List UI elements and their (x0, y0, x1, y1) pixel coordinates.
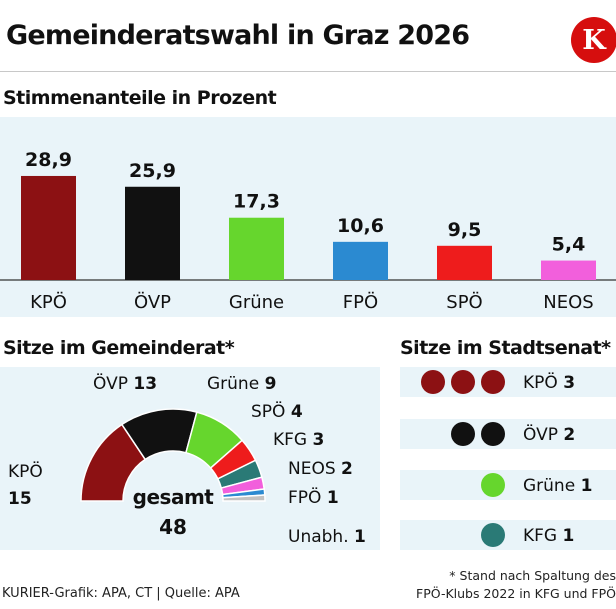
svg-text:NEOS 2: NEOS 2 (288, 459, 353, 479)
bar-chart: 28,9 KPÖ 25,9 ÖVP 17,3 Grüne 10,6 FPÖ 9,5 SPÖ 5,4 N… (0, 149, 616, 313)
seat-party-name: NEOS (288, 459, 341, 479)
seat-count: 1 (354, 527, 366, 547)
seat-party-name: ÖVP (93, 372, 133, 394)
seat-party-name: KFG (273, 430, 313, 450)
bar-value-spoe: 9,5 (448, 219, 482, 241)
bar-kpoe (21, 175, 76, 280)
bar-value-neos: 5,4 (552, 234, 586, 256)
source-credit: KURIER-Grafik: APA, CT | Quelle: APA (2, 586, 240, 601)
seat-label-fpoe: FPÖ 1 (288, 486, 339, 508)
svg-text:ÖVP 2: ÖVP 2 (523, 423, 575, 445)
senate-seat-dot (421, 370, 445, 394)
senate-seat-dot (481, 473, 505, 497)
senate-seat-count: 1 (581, 476, 593, 496)
seat-label-kpoe: KPÖ 15 (8, 460, 43, 509)
bar-chart-panel (0, 117, 616, 317)
seat-count: 15 (8, 489, 32, 509)
footnote-line-2: FPÖ-Klubs 2022 in KFG und FPÖ (416, 586, 616, 601)
seat-count: 4 (291, 402, 303, 422)
seat-label-kfg: KFG 3 (273, 430, 324, 450)
svg-text:Grüne 1: Grüne 1 (523, 476, 592, 496)
bar-value-gruene: 17,3 (233, 191, 280, 213)
senate-row-oevp: ÖVP 2 (400, 419, 616, 449)
svg-text:Grüne 9: Grüne 9 (207, 374, 276, 394)
seat-party-name: Grüne (207, 374, 265, 394)
senate-row-kfg: KFG 1 (400, 520, 616, 550)
senate-party-name: Grüne (523, 476, 581, 496)
seat-count: 1 (327, 488, 339, 508)
seat-count: 13 (133, 374, 157, 394)
senate-seat-dot (481, 422, 505, 446)
bar-label-spoe: SPÖ (446, 291, 482, 313)
seat-count: 3 (313, 430, 325, 450)
bar-label-gruene: Grüne (229, 292, 284, 313)
seat-party-name: Unabh. (288, 527, 354, 547)
bar-fpoe (333, 241, 388, 280)
bar-value-kpoe: 28,9 (25, 149, 72, 171)
svg-text:ÖVP 13: ÖVP 13 (93, 372, 157, 394)
senate-party-name: KFG (523, 526, 563, 546)
seat-label-unabh: Unabh. 1 (288, 527, 366, 547)
senate-row-gruene: Grüne 1 (400, 470, 616, 500)
seat-label-oevp: ÖVP 13 (93, 372, 157, 394)
seat-count: 2 (341, 459, 353, 479)
svg-text:KFG 1: KFG 1 (523, 526, 574, 546)
total-seats-value: 48 (159, 515, 187, 539)
bar-value-oevp: 25,9 (129, 160, 176, 182)
council-chart-panel (0, 367, 380, 550)
bar-oevp (125, 186, 180, 280)
senate-row-bg (400, 470, 616, 500)
seat-party-name: FPÖ (288, 486, 327, 508)
svg-text:KFG 3: KFG 3 (273, 430, 324, 450)
seat-party-name: KPÖ (8, 460, 43, 482)
senate-chart-title: Sitze im Stadtsenat* (400, 337, 611, 359)
bar-value-fpoe: 10,6 (337, 215, 384, 237)
svg-text:KPÖ 3: KPÖ 3 (523, 371, 575, 393)
senate-party-name: KPÖ (523, 371, 563, 393)
senate-seat-dot (481, 523, 505, 547)
footnote: * Stand nach Spaltung des FPÖ-Klubs 2022… (380, 567, 616, 603)
senate-seat-count: 2 (563, 425, 575, 445)
senate-seat-count: 3 (563, 373, 575, 393)
page-title: Gemeinderatswahl in Graz 2026 (6, 20, 470, 51)
seat-label-neos: NEOS 2 (288, 459, 353, 479)
bar-label-oevp: ÖVP (134, 291, 171, 313)
seat-count: 9 (265, 374, 277, 394)
bar-label-fpoe: FPÖ (343, 291, 378, 313)
svg-text:Unabh. 1: Unabh. 1 (288, 527, 366, 547)
senate-seat-dot (451, 370, 475, 394)
bar-spoe (437, 245, 492, 280)
bar-label-neos: NEOS (543, 292, 593, 313)
kurier-logo: K (571, 17, 616, 63)
bar-chart-title: Stimmenanteile in Prozent (3, 87, 277, 109)
senate-row-kpoe: KPÖ 3 (400, 367, 616, 397)
senate-seat-count: 1 (563, 526, 575, 546)
seat-segment-unabh (222, 494, 266, 502)
senate-row-bg (400, 520, 616, 550)
header-divider (0, 71, 616, 72)
seat-label-spoe: SPÖ 4 (251, 400, 303, 422)
footnote-line-1: * Stand nach Spaltung des (449, 568, 616, 583)
council-chart-title: Sitze im Gemeinderat* (3, 337, 235, 359)
seat-label-gruene: Grüne 9 (207, 374, 276, 394)
senate-seat-dot (481, 370, 505, 394)
total-seats-label: gesamt (132, 485, 214, 509)
seat-party-name: SPÖ (251, 400, 291, 422)
bar-neos (541, 260, 596, 280)
senate-row-bg (400, 419, 616, 449)
bar-gruene (229, 217, 284, 280)
svg-text:SPÖ 4: SPÖ 4 (251, 400, 303, 422)
bar-label-kpoe: KPÖ (30, 291, 67, 313)
svg-text:FPÖ 1: FPÖ 1 (288, 486, 339, 508)
senate-party-name: ÖVP (523, 423, 563, 445)
senate-seat-dot (451, 422, 475, 446)
